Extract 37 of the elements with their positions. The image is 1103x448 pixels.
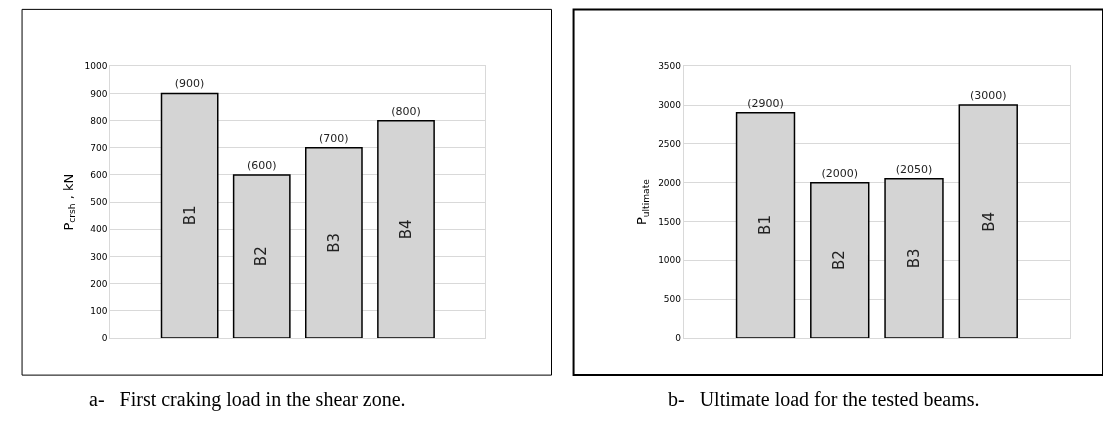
y-tick-label: 2500 <box>658 139 682 150</box>
x-tick-label: B2 <box>830 250 849 271</box>
data-label: (2900) <box>747 96 784 110</box>
data-label: (700) <box>319 131 349 145</box>
text: b- Ultimate load for the tested beams. <box>668 388 980 410</box>
x-tick-label: B4 <box>396 219 415 240</box>
x-tick-label: B1 <box>756 215 775 235</box>
x-tick-label: B4 <box>979 211 998 232</box>
data-label: (800) <box>391 104 421 118</box>
y-tick-label: 2000 <box>658 177 682 188</box>
y-tick-label: 1500 <box>658 216 682 227</box>
x-tick-label: B2 <box>252 246 271 267</box>
y-tick-label: 3000 <box>658 100 682 111</box>
data-label: (3000) <box>969 89 1007 103</box>
y-tick-label: 3500 <box>658 61 682 72</box>
x-tick-label: B3 <box>904 248 923 269</box>
y-tick-label: 0 <box>675 333 682 344</box>
x-tick-label: B3 <box>325 232 344 253</box>
y-tick-label: 400 <box>90 224 108 235</box>
y-tick-label: 0 <box>101 333 108 344</box>
y-tick-label: 700 <box>90 142 108 153</box>
data-label: (900) <box>174 77 205 91</box>
y-tick-label: 500 <box>663 294 682 305</box>
data-label: (2000) <box>821 166 859 180</box>
y-tick-label: 900 <box>90 88 108 99</box>
y-tick-label: 1000 <box>658 255 682 266</box>
x-tick-label: B1 <box>180 205 199 226</box>
y-tick-label: 600 <box>90 170 108 181</box>
y-tick-label: 200 <box>90 278 108 289</box>
y-tick-label: 300 <box>90 251 108 262</box>
y-tick-label: 1000 <box>84 61 108 72</box>
y-tick-label: 800 <box>90 115 108 126</box>
data-label: (2050) <box>895 162 933 176</box>
y-tick-label: 100 <box>90 305 108 316</box>
y-tick-label: 500 <box>90 197 108 208</box>
data-label: (600) <box>246 158 277 172</box>
text: a- First craking load in the shear zone. <box>89 388 406 411</box>
